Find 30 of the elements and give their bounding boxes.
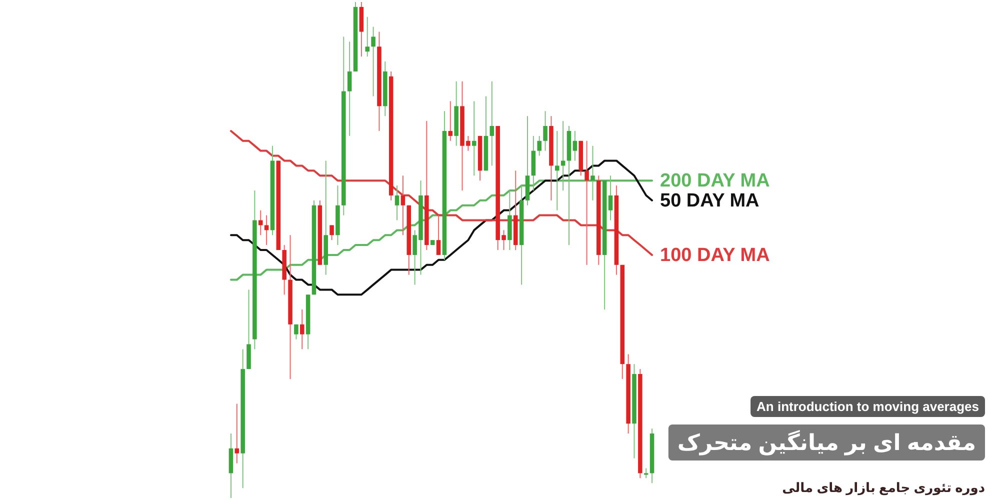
candlestick <box>537 135 542 156</box>
text: An introduction to moving averages <box>756 399 979 414</box>
candlestick <box>300 309 304 350</box>
candlestick <box>543 110 548 152</box>
candlestick <box>555 130 560 211</box>
candlestick <box>448 100 453 142</box>
candlestick <box>490 80 494 166</box>
candlestick <box>436 214 441 256</box>
candlestick <box>584 140 589 266</box>
series-label: 100 DAY MA <box>660 244 770 266</box>
candlestick <box>371 26 376 97</box>
candlestick <box>258 210 263 236</box>
candlestick <box>590 145 595 201</box>
candlestick <box>394 185 400 221</box>
candlestick <box>347 41 352 136</box>
candlestick <box>644 468 648 479</box>
text: دوره تئوری جامع بازار های مالی <box>782 480 986 496</box>
series-label: 50 DAY MA <box>660 190 760 212</box>
candlestick <box>400 175 406 236</box>
text: مقدمه ای بر میانگین متحرک <box>677 429 976 456</box>
candlestick <box>572 130 578 162</box>
candlestick <box>472 100 476 176</box>
series-label: 200 DAY MA <box>660 170 770 192</box>
candlestick <box>365 16 370 58</box>
candlestick <box>264 214 269 246</box>
candlestick <box>234 403 240 464</box>
candlestick <box>294 324 298 340</box>
candlestick <box>330 224 334 241</box>
candlestick <box>608 175 613 221</box>
candlestick <box>560 120 566 191</box>
